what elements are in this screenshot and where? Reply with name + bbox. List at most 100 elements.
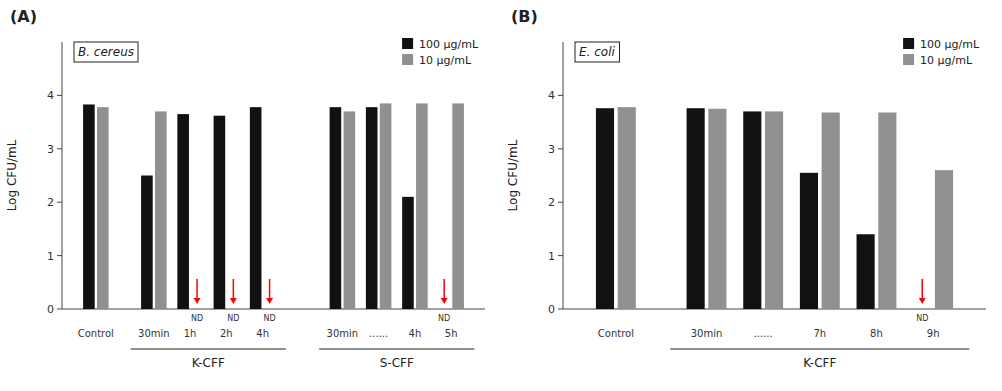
nd-arrow-head bbox=[230, 298, 237, 304]
nd-label: ND bbox=[191, 314, 203, 323]
nd-arrow-head bbox=[194, 298, 201, 304]
bar bbox=[800, 173, 818, 309]
legend: 100 μg/mL 10 μg/mL bbox=[903, 38, 980, 67]
nd-arrow-head bbox=[441, 298, 448, 304]
y-axis-label: Log CFU/mL bbox=[506, 139, 520, 211]
x-tick-label: 1h bbox=[184, 328, 197, 339]
panel: (B) Log CFU/mL 0 1 2 3 4 Control 30min...... 7h 8h… bbox=[506, 7, 986, 370]
x-tick-label: 5h bbox=[445, 328, 458, 339]
legend-swatch bbox=[903, 54, 914, 65]
species-label: E. coli bbox=[579, 45, 615, 59]
bar bbox=[177, 114, 189, 309]
y-tick-label: 1 bbox=[548, 250, 555, 263]
legend-swatch bbox=[402, 38, 413, 49]
bars bbox=[596, 107, 953, 309]
nd-arrow bbox=[196, 279, 198, 300]
species-box bbox=[575, 42, 619, 62]
section-line bbox=[131, 349, 286, 350]
bar bbox=[141, 176, 153, 310]
bar bbox=[155, 111, 167, 309]
nd-label: ND bbox=[916, 314, 928, 323]
bar bbox=[822, 112, 840, 309]
x-tick-label: Control bbox=[78, 328, 114, 339]
x-tick-label: 4h bbox=[256, 328, 269, 339]
species-label: B. cereus bbox=[78, 45, 134, 59]
bar bbox=[416, 103, 428, 309]
legend-label: 10 μg/mL bbox=[920, 54, 973, 67]
y-tick bbox=[57, 148, 62, 149]
bar bbox=[330, 107, 342, 309]
title: (A) bbox=[10, 7, 37, 26]
y-tick-label: 3 bbox=[548, 143, 555, 156]
legend-item: 100 μg/mL bbox=[402, 38, 479, 51]
title: (B) bbox=[511, 7, 538, 26]
y-tick bbox=[57, 202, 62, 203]
y-axis-line bbox=[62, 42, 63, 309]
y-tick bbox=[57, 95, 62, 96]
bar bbox=[97, 107, 109, 309]
legend-item: 10 μg/mL bbox=[402, 54, 472, 67]
bar bbox=[366, 107, 378, 309]
bar bbox=[452, 103, 464, 309]
y-axis-label: Log CFU/mL bbox=[5, 139, 19, 211]
y-tick bbox=[558, 255, 563, 256]
y-tick bbox=[558, 202, 563, 203]
panel: (A)Log CFU/mL01234Control30min1h2h4h30mi… bbox=[5, 7, 485, 370]
section-line bbox=[670, 349, 969, 350]
y-tick bbox=[558, 95, 563, 96]
nd-arrow-head bbox=[266, 298, 273, 304]
y-tick-label: 1 bbox=[47, 250, 54, 263]
bar bbox=[402, 197, 414, 309]
nd-label: ND bbox=[227, 314, 239, 323]
bar bbox=[250, 107, 262, 309]
y-tick-label: 4 bbox=[548, 89, 555, 102]
bar bbox=[857, 234, 875, 309]
legend-item: 100 μg/mL bbox=[903, 38, 980, 51]
nd-arrow bbox=[921, 279, 923, 300]
y-tick bbox=[57, 255, 62, 256]
x-tick-label: 7h bbox=[813, 328, 826, 339]
x-tick-label: 4h bbox=[409, 328, 422, 339]
bar bbox=[344, 111, 356, 309]
bar bbox=[878, 112, 896, 309]
bar bbox=[743, 111, 761, 309]
x-tick-label: 8h bbox=[870, 328, 883, 339]
bar bbox=[191, 309, 203, 310]
nd-arrow bbox=[269, 279, 271, 300]
y-tick-label: 4 bbox=[47, 89, 54, 102]
legend-label: 100 μg/mL bbox=[920, 38, 980, 51]
x-tick-label: Control bbox=[598, 328, 634, 339]
x-tick-label: 2h bbox=[220, 328, 233, 339]
y-tick bbox=[558, 309, 563, 310]
section-line bbox=[319, 349, 474, 350]
section-label: S-CFF bbox=[380, 356, 414, 370]
bar bbox=[596, 108, 614, 309]
bar bbox=[83, 104, 95, 309]
legend-label: 100 μg/mL bbox=[419, 38, 479, 51]
x-tick-label: ...... bbox=[754, 328, 773, 339]
section-label: K-CFF bbox=[803, 356, 836, 370]
x-tick-label: 9h bbox=[927, 328, 940, 339]
bar bbox=[618, 107, 636, 309]
nd-arrow bbox=[233, 279, 235, 300]
bar bbox=[935, 170, 953, 309]
bar bbox=[228, 309, 240, 310]
x-tick-label: ...... bbox=[369, 328, 388, 339]
bar bbox=[708, 109, 726, 309]
bar bbox=[214, 116, 226, 309]
section-label: K-CFF bbox=[192, 356, 225, 370]
y-tick-label: 2 bbox=[548, 196, 555, 209]
x-tick-label: 30min bbox=[691, 328, 723, 339]
y-tick-label: 0 bbox=[548, 303, 555, 316]
legend: 100 μg/mL 10 μg/mL bbox=[402, 38, 479, 67]
bar bbox=[765, 111, 783, 309]
nd-arrow-head bbox=[919, 298, 926, 304]
bar bbox=[264, 309, 276, 310]
nd-arrow bbox=[443, 279, 445, 300]
nd-label: ND bbox=[438, 314, 450, 323]
species-box bbox=[74, 42, 138, 62]
x-tick-label: 30min bbox=[327, 328, 359, 339]
nd-label: ND bbox=[264, 314, 276, 323]
bar bbox=[380, 103, 392, 309]
y-axis-line bbox=[563, 42, 564, 309]
